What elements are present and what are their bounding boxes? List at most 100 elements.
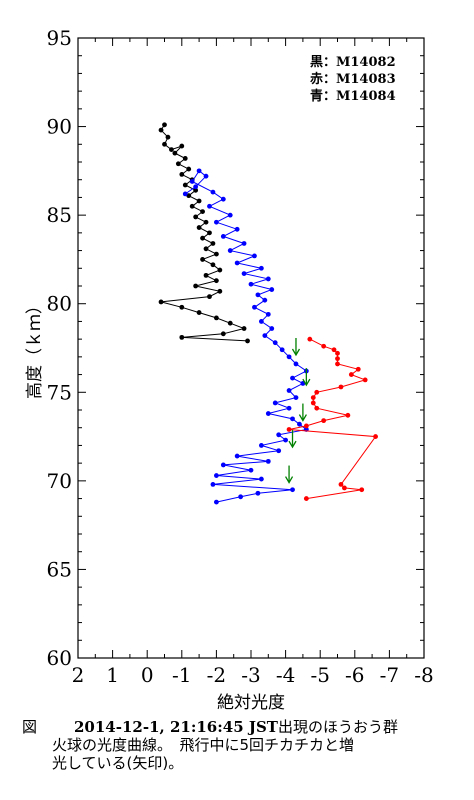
data-point	[200, 235, 205, 241]
data-point	[258, 476, 264, 482]
data-point	[210, 189, 216, 195]
data-point	[193, 214, 199, 220]
data-point	[207, 203, 212, 209]
data-point	[338, 384, 344, 390]
data-point	[193, 187, 199, 193]
data-point	[169, 147, 174, 153]
y-axis-title: 高度（ｋｍ）	[25, 297, 45, 399]
data-point	[303, 496, 309, 501]
y-tick-label: 80	[47, 292, 72, 316]
data-point	[203, 219, 209, 225]
x-tick-label: 2	[72, 663, 85, 687]
data-point	[265, 276, 271, 282]
data-point	[293, 361, 299, 367]
data-point	[258, 443, 264, 448]
data-point	[276, 448, 282, 454]
data-series	[158, 122, 378, 505]
data-point	[207, 294, 212, 300]
arrow-head	[291, 348, 301, 357]
data-point	[307, 336, 313, 342]
data-point	[321, 418, 327, 424]
data-point	[314, 389, 320, 395]
data-point	[262, 297, 268, 303]
data-point	[258, 319, 264, 324]
data-point	[179, 172, 185, 177]
figure-caption: 図 2014-12-1, 21:16:45 JST出現のほうおう群 火球の光度曲線…	[22, 718, 462, 772]
data-point	[248, 467, 254, 473]
data-point	[196, 310, 202, 315]
x-tick-label: 1	[106, 663, 119, 687]
series-line-1	[185, 170, 308, 503]
x-tick-label: -6	[345, 663, 364, 687]
data-point	[234, 453, 240, 459]
data-point	[210, 241, 216, 246]
data-point	[214, 219, 219, 225]
data-point	[241, 271, 247, 276]
data-point	[303, 423, 309, 429]
data-point	[297, 421, 302, 427]
data-point	[165, 134, 171, 140]
arrow-head	[302, 378, 311, 387]
data-point	[186, 166, 192, 172]
data-point	[214, 315, 219, 321]
data-point	[210, 482, 216, 487]
data-point	[276, 432, 282, 438]
flash-arrows	[284, 338, 311, 484]
arrow-head	[288, 440, 297, 449]
data-point	[321, 343, 327, 349]
data-point	[293, 395, 299, 400]
data-point	[252, 304, 257, 310]
data-point	[227, 248, 233, 253]
data-point	[172, 150, 178, 156]
data-point	[335, 350, 340, 356]
data-point	[227, 212, 233, 218]
data-point	[338, 482, 344, 487]
data-point	[286, 427, 292, 432]
data-point	[214, 278, 219, 284]
arrow-head	[284, 476, 294, 484]
data-point	[158, 127, 164, 133]
data-point	[269, 326, 275, 331]
figure-label: 図	[22, 718, 38, 736]
data-point	[158, 299, 164, 305]
light-curve-chart: 2 1 0 -1 -2 -3 -4 -5 -6 -7 -8 60 65 70 75 80 85 90 95 絶対光度 高…	[25, 26, 434, 710]
legend-entry: 青：M14084	[310, 88, 396, 104]
data-point	[290, 375, 295, 381]
data-point	[345, 412, 351, 418]
data-point	[217, 288, 223, 294]
data-point	[196, 168, 202, 174]
x-tick-label: -7	[380, 663, 399, 687]
data-point	[265, 311, 271, 317]
caption-line2: 火球の光度曲線。 飛行中に5回チカチカと増	[52, 736, 355, 754]
y-tick-label: 75	[47, 380, 72, 404]
data-point	[162, 141, 167, 147]
data-point	[241, 241, 247, 246]
data-point	[286, 354, 292, 360]
data-point	[220, 462, 226, 468]
data-point	[203, 246, 209, 252]
data-point	[214, 473, 219, 478]
data-point	[286, 388, 292, 393]
data-point	[355, 366, 361, 372]
data-point	[272, 400, 278, 406]
series-line-0	[160, 124, 248, 342]
legend-entry: 赤：M14083	[310, 71, 396, 87]
data-point	[265, 458, 271, 464]
data-point	[175, 161, 181, 167]
data-point	[200, 257, 205, 262]
y-tick-label: 85	[47, 203, 72, 227]
data-point	[193, 283, 199, 289]
caption-date: 2014-12-1, 21:16:45 JST	[74, 718, 278, 736]
data-point	[196, 225, 202, 230]
data-point	[255, 490, 261, 496]
x-tick-label: 0	[141, 663, 154, 687]
x-axis-title: 絶対光度	[217, 693, 285, 710]
y-tick-label: 60	[47, 646, 72, 670]
data-point	[241, 326, 247, 331]
x-tick-label: -2	[207, 663, 226, 687]
data-point	[373, 434, 378, 439]
y-tick-label: 90	[47, 115, 72, 139]
data-point	[335, 361, 340, 367]
data-point	[179, 304, 185, 310]
